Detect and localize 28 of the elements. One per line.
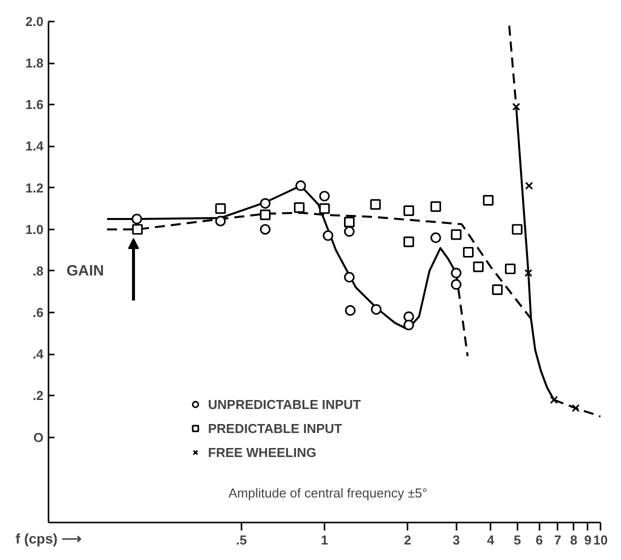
y-tick-label: O xyxy=(33,430,44,445)
x-tick-label: 1 xyxy=(320,532,328,548)
y-tick-label: 1.6 xyxy=(25,97,44,112)
x-tick-label: 10 xyxy=(593,532,608,548)
x-tick-label: 2 xyxy=(404,532,412,548)
x-tick-label: 9 xyxy=(584,532,592,548)
x-tick-label: 5 xyxy=(514,532,522,548)
x-tick-label: .5 xyxy=(236,532,247,548)
y-tick-label: .6 xyxy=(32,305,44,320)
y-tick-label: 1.4 xyxy=(25,138,44,154)
x-tick-label: 4 xyxy=(487,532,496,548)
y-tick-label: .4 xyxy=(32,346,44,362)
y-tick-label: 1.0 xyxy=(25,222,44,237)
y-axis-title: GAIN xyxy=(66,262,104,280)
y-tick-label: 2.0 xyxy=(25,14,44,29)
y-tick-label: .8 xyxy=(32,263,44,278)
legend-label: PREDICTABLE INPUT xyxy=(208,420,342,436)
y-tick-label: 1.2 xyxy=(25,180,44,196)
x-axis-title: f (cps) ⟶ xyxy=(16,530,82,546)
x-tick-label: 3 xyxy=(452,532,460,548)
y-tick-label: 1.8 xyxy=(25,56,44,71)
annotation: Amplitude of central frequency ±5° xyxy=(228,486,428,500)
legend-label: FREE WHEELING xyxy=(208,444,316,460)
x-tick-label: 8 xyxy=(570,532,578,548)
x-tick-label: 6 xyxy=(536,532,543,548)
y-tick-label: .2 xyxy=(32,388,44,404)
legend-label: UNPREDICTABLE INPUT xyxy=(208,396,361,412)
x-tick-label: 7 xyxy=(554,532,562,548)
